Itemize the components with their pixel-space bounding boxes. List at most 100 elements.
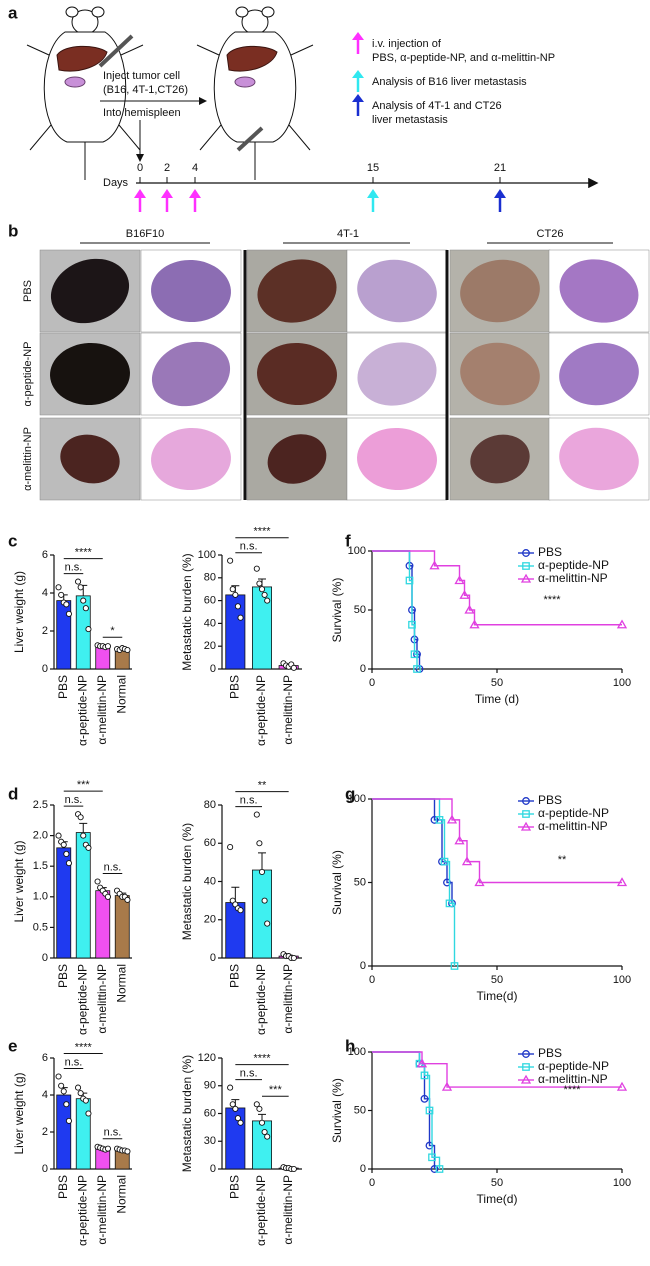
y-tick-label: 6 xyxy=(42,549,48,561)
y-tick-label: 60 xyxy=(204,837,216,849)
day-label: 15 xyxy=(367,162,379,174)
day-label: 0 xyxy=(137,162,143,174)
tissue-sample xyxy=(151,259,231,323)
mouse-ear xyxy=(261,6,275,18)
data-point xyxy=(104,643,111,650)
y-tick-label: 100 xyxy=(198,549,216,561)
legend-marker xyxy=(522,1050,530,1058)
x-tick-label: α-melittin-NP xyxy=(281,964,295,1034)
bar xyxy=(251,1120,272,1170)
x-tick-label: α-peptide-NP xyxy=(254,675,268,746)
y-tick-label: 60 xyxy=(204,1107,216,1119)
data-point xyxy=(65,610,72,617)
data-point xyxy=(264,1133,271,1140)
tissue-sample xyxy=(470,434,530,484)
days-label: Days xyxy=(103,177,129,189)
data-point xyxy=(232,591,239,598)
x-tick-label: α-melittin-NP xyxy=(95,964,109,1034)
data-point xyxy=(104,1145,111,1152)
x-tick-label: 100 xyxy=(613,1177,631,1189)
x-tick-label: Normal xyxy=(114,1175,128,1214)
data-point xyxy=(227,557,234,564)
x-tick-label: 0 xyxy=(369,677,375,689)
data-point xyxy=(124,1148,131,1155)
panel-label: f xyxy=(345,531,351,550)
survival-marker xyxy=(616,1081,628,1091)
survival-marker xyxy=(429,560,440,570)
y-tick-label: 6 xyxy=(42,1052,48,1064)
data-point xyxy=(94,878,101,885)
data-point xyxy=(75,1084,82,1091)
significance-label: **** xyxy=(253,1053,271,1065)
survival-marker xyxy=(435,1165,444,1173)
data-point xyxy=(85,1110,92,1117)
y-tick-label: 0 xyxy=(360,960,366,972)
y-tick-label: 0 xyxy=(360,663,366,675)
spleen xyxy=(64,76,86,88)
error-bar xyxy=(258,852,266,871)
day-arrow-head xyxy=(494,189,506,198)
survival-marker xyxy=(469,619,480,629)
survival-marker xyxy=(616,619,628,629)
data-point xyxy=(104,893,111,900)
day-arrow-head xyxy=(189,189,201,198)
y-tick-label: 60 xyxy=(204,595,216,607)
survival-curve xyxy=(372,550,622,626)
y-axis-label: Liver weight (g) xyxy=(12,571,26,653)
data-point xyxy=(80,832,87,839)
x-tick-label: 50 xyxy=(491,677,503,689)
x-tick-label: 50 xyxy=(491,974,503,986)
y-tick-label: 80 xyxy=(204,572,216,584)
panel-label: a xyxy=(8,3,18,22)
survival-marker xyxy=(410,650,419,659)
data-point xyxy=(229,586,236,593)
legend-text: liver metastasis xyxy=(372,114,448,126)
tissue-sample xyxy=(50,342,130,406)
survival-marker xyxy=(464,604,475,614)
legend-label: α-peptide-NP xyxy=(538,558,609,572)
data-point xyxy=(264,597,271,604)
tissue-sample xyxy=(257,342,337,406)
survival-marker xyxy=(441,1081,453,1091)
tissue-sample xyxy=(460,342,540,406)
x-axis-label: Time(d) xyxy=(477,989,518,1003)
data-point xyxy=(63,850,70,858)
legend-marker xyxy=(522,1063,530,1071)
y-tick-label: 50 xyxy=(354,876,366,888)
tissue-sample xyxy=(50,258,130,324)
significance-label: n.s. xyxy=(240,794,258,806)
tissue-sample xyxy=(357,342,437,406)
y-tick-label: 1.0 xyxy=(33,891,48,903)
significance-label: *** xyxy=(269,1084,283,1096)
data-point xyxy=(227,844,234,851)
day-arrow-head xyxy=(161,189,173,198)
bar xyxy=(95,645,111,670)
data-point xyxy=(124,896,131,903)
legend-text: Analysis of 4T-1 and CT26 xyxy=(372,100,502,112)
procedure-text: (B16, 4T-1,CT26) xyxy=(103,84,188,96)
tissue-sample xyxy=(151,341,231,407)
x-tick-label: α-peptide-NP xyxy=(254,964,268,1035)
x-tick-label: PBS xyxy=(56,964,70,988)
data-point xyxy=(290,664,297,671)
y-axis-label: Metastatic burden (%) xyxy=(180,553,194,670)
data-point xyxy=(124,646,131,654)
data-point xyxy=(63,601,70,608)
x-tick-label: 100 xyxy=(613,677,631,689)
legend-marker xyxy=(522,810,530,818)
x-tick-label: α-peptide-NP xyxy=(75,1175,89,1246)
y-tick-label: 120 xyxy=(198,1052,216,1064)
x-tick-label: PBS xyxy=(228,1175,242,1199)
data-point xyxy=(63,1101,70,1108)
y-tick-label: 40 xyxy=(204,617,216,629)
row-label: PBS xyxy=(22,280,34,302)
survival-marker xyxy=(459,589,470,599)
mouse-drawing xyxy=(196,6,314,180)
survival-marker xyxy=(425,1141,434,1150)
data-point xyxy=(261,1128,268,1136)
significance-label: **** xyxy=(543,594,561,606)
error-bar xyxy=(79,822,88,833)
syringe xyxy=(236,126,264,152)
survival-marker xyxy=(430,1165,439,1173)
